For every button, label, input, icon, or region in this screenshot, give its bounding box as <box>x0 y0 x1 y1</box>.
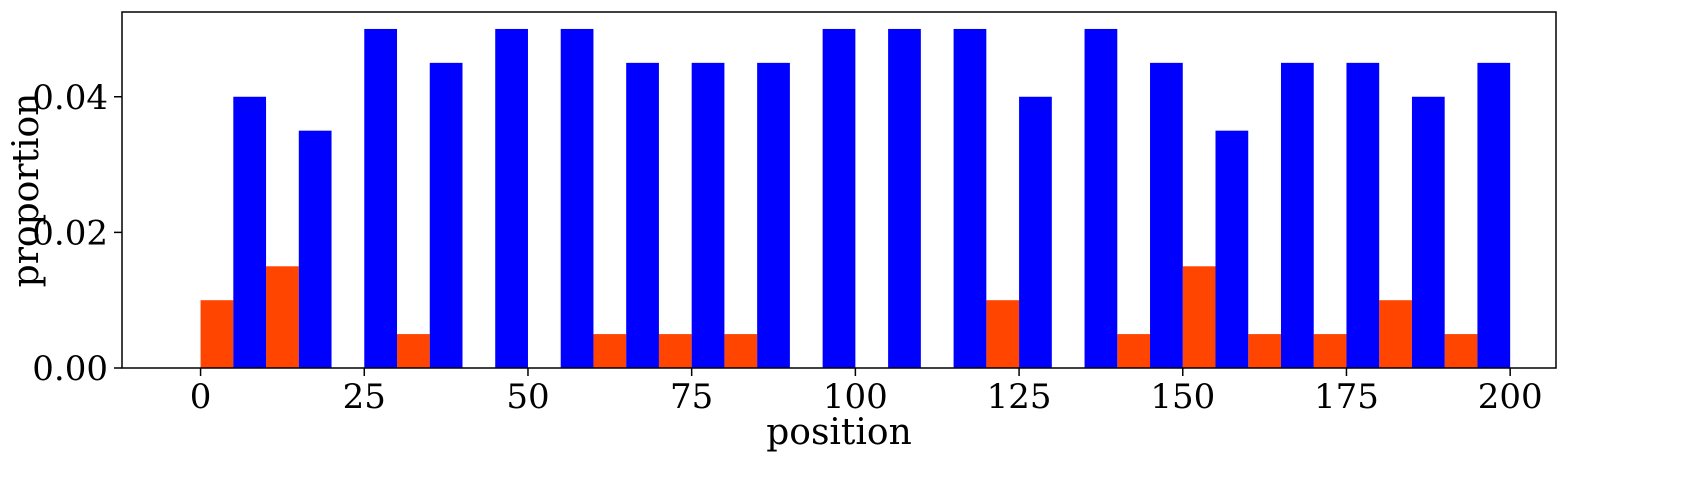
bar-series-1-bin-150 <box>1182 266 1216 368</box>
bar-series-2-bin-50 <box>560 28 594 368</box>
bar-series-1-bin-190 <box>1444 334 1478 368</box>
y-tick-label: 0.02 <box>32 213 108 253</box>
x-tick-label: 0 <box>190 377 212 417</box>
bar-series-2-bin-40 <box>495 28 528 368</box>
bar-series-1-bin-140 <box>1117 334 1151 368</box>
bar-series-1-bin-160 <box>1248 334 1281 368</box>
bar-series-2-bin-190 <box>1477 62 1511 368</box>
bar-series-1-bin-180 <box>1379 300 1412 368</box>
bar-series-2-bin-120 <box>1019 96 1052 368</box>
bar-series-2-bin-170 <box>1346 62 1380 368</box>
x-axis-ticks: 0 25 50 75 100 125 150 175 200 <box>190 368 1543 417</box>
bar-series-2-bin-160 <box>1280 62 1314 368</box>
y-axis-label: proportion <box>6 93 47 288</box>
bar-series-1-bin-80 <box>724 334 758 368</box>
y-tick-label: 0.04 <box>32 78 108 118</box>
bar-series-2-bin-90 <box>822 28 856 368</box>
bar-series-2-bin-150 <box>1215 130 1249 368</box>
bar-series-2-bin-130 <box>1084 28 1118 368</box>
bar-series-1-bin-170 <box>1313 334 1347 368</box>
bar-series-2-bin-30 <box>429 62 463 368</box>
bar-series-2-bin-80 <box>757 62 790 368</box>
bar-series-2-bin-180 <box>1411 96 1445 368</box>
plot-frame <box>121 11 1557 369</box>
bar-series-2-bin-20 <box>364 28 398 368</box>
bar-series-2-bin-70 <box>691 62 725 368</box>
x-tick-label: 75 <box>670 377 713 417</box>
bar-series-1-bin-70 <box>658 334 692 368</box>
x-tick-label: 100 <box>823 377 888 417</box>
bar-series-2-bin-110 <box>953 28 987 368</box>
x-tick-label: 200 <box>1478 377 1543 417</box>
bar-series-1-bin-30 <box>397 334 430 368</box>
x-axis-label: position <box>766 412 912 453</box>
x-tick-label: 125 <box>987 377 1052 417</box>
bar-series-2-bin-0 <box>233 96 267 368</box>
bar-series-2-bin-60 <box>626 62 659 368</box>
x-tick-label: 50 <box>506 377 549 417</box>
y-tick-label: 0.00 <box>32 349 108 389</box>
x-tick-label: 150 <box>1150 377 1215 417</box>
bar-series-2-bin-140 <box>1150 62 1183 368</box>
bar-series-1-bin-120 <box>986 300 1020 368</box>
bar-series-1-bin-0 <box>200 300 234 368</box>
bar-series-2-bin-100 <box>888 28 921 368</box>
bar-series-1-bin-10 <box>266 266 299 368</box>
x-tick-label: 25 <box>343 377 386 417</box>
x-tick-label: 175 <box>1314 377 1379 417</box>
y-axis-ticks: 0.00 0.02 0.04 <box>32 78 122 389</box>
bar-series-2-bin-10 <box>298 130 332 368</box>
bar-series-1-bin-60 <box>593 334 627 368</box>
bars-layer <box>200 28 1511 368</box>
